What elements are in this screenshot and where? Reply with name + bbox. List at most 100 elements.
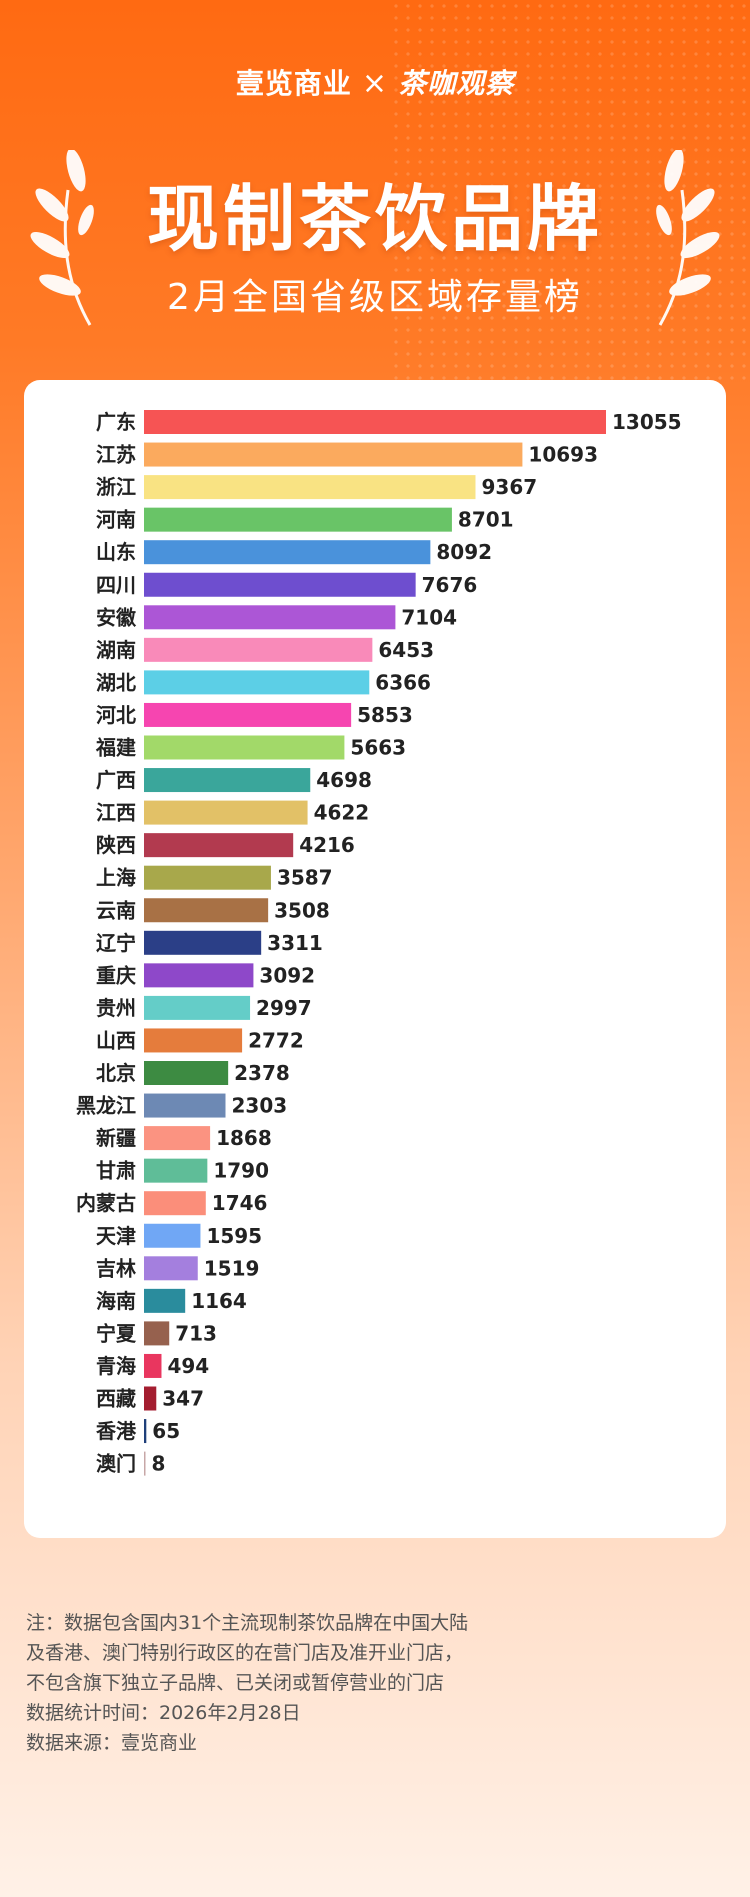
bar [144,475,476,500]
category-label: 河北 [96,703,136,727]
bar [144,1126,211,1151]
bar [144,833,294,858]
category-label: 重庆 [96,963,136,987]
bar [144,930,262,955]
brand-header: 壹览商业 × 茶咖观察 [0,62,750,102]
category-label: 陕西 [96,833,136,857]
note-date: 数据统计时间：2026年2月28日 [26,1702,301,1724]
category-label: 新疆 [96,1126,136,1150]
bar [144,605,396,630]
category-label: 广东 [96,410,136,434]
value-label: 1746 [212,1191,268,1215]
category-label: 山西 [96,1028,136,1052]
bar [144,1419,147,1444]
category-label: 天津 [96,1224,136,1248]
value-label: 7676 [422,573,478,597]
bar [144,1028,243,1053]
value-label: 5853 [357,703,413,727]
note-line: 不包含旗下独立子品牌、已关闭或暂停营业的门店 [26,1672,445,1694]
category-label: 四川 [96,573,136,597]
category-label: 吉林 [96,1256,136,1280]
value-label: 3311 [267,931,323,955]
category-label: 北京 [96,1061,136,1085]
category-label: 浙江 [96,475,136,499]
brand-right-logo: 茶咖观察 [398,67,515,100]
value-label: 1164 [191,1289,247,1313]
category-label: 江西 [96,801,136,825]
value-label: 1790 [213,1159,269,1183]
category-label: 甘肃 [96,1159,136,1183]
value-label: 8092 [436,540,492,564]
value-label: 7104 [401,605,457,629]
laurel-right-icon [656,150,720,326]
value-label: 13055 [612,410,682,434]
bar [144,800,308,825]
category-label: 广西 [96,768,136,792]
brand-separator: × [361,66,389,101]
category-label: 宁夏 [96,1321,137,1345]
bar [144,898,269,923]
value-label: 713 [175,1321,217,1345]
footnotes: 注：数据包含国内31个主流现制茶饮品牌在中国大陆 及香港、澳门特别行政区的在营门… [26,1608,706,1758]
category-label: 云南 [96,898,136,922]
category-label: 内蒙古 [76,1191,136,1215]
note-source: 数据来源：壹览商业 [26,1732,198,1754]
value-label: 2303 [232,1094,288,1118]
category-label: 湖南 [96,638,136,662]
bar [144,995,251,1020]
category-label: 上海 [96,866,136,890]
bar [144,572,416,597]
category-label: 香港 [96,1419,137,1443]
value-label: 5663 [350,736,406,760]
bar [144,1191,206,1216]
category-label: 安徽 [96,605,137,629]
bar [144,1386,157,1411]
value-label: 3508 [274,898,330,922]
value-label: 1519 [204,1256,260,1280]
bar [144,410,606,434]
value-label: 347 [162,1387,204,1411]
value-label: 3587 [277,866,333,890]
category-label: 湖北 [96,670,136,694]
bar [144,1158,208,1183]
value-label: 3092 [259,963,315,987]
value-label: 4216 [299,833,355,857]
bar [144,442,523,467]
bar [144,1288,186,1313]
bar [144,1321,170,1346]
note-line: 及香港、澳门特别行政区的在营门店及准开业门店， [26,1642,464,1664]
bar [144,963,254,988]
category-label: 海南 [96,1289,136,1313]
category-label: 西藏 [96,1387,136,1411]
bar [144,540,431,565]
category-label: 山东 [96,540,136,564]
bar [144,1223,201,1248]
bar [144,1451,146,1476]
bar [144,1093,226,1118]
value-label: 9367 [481,475,537,499]
value-label: 10693 [528,443,598,467]
brand-left-logo: 壹览商业 [235,67,352,100]
value-label: 494 [167,1354,209,1378]
category-label: 贵州 [96,996,136,1020]
value-label: 4698 [316,768,372,792]
page-title: 现制茶饮品牌 [146,177,603,261]
laurel-left-icon [30,150,94,326]
category-label: 辽宁 [96,931,136,955]
bar [144,702,352,727]
value-label: 2378 [234,1061,290,1085]
category-label: 黑龙江 [76,1094,136,1118]
chart-card: 广东 13055 江苏 10693 浙江 9367 河南 8701 山东 8092 四川 7676 安徽… [24,380,726,1538]
bar [144,768,311,793]
value-label: 1868 [216,1126,272,1150]
value-label: 8 [152,1452,166,1476]
note-line: 注：数据包含国内31个主流现制茶饮品牌在中国大陆 [26,1612,469,1634]
value-label: 4622 [314,801,370,825]
bar [144,637,373,662]
category-label: 澳门 [96,1452,136,1476]
bar [144,1061,229,1085]
decorative-dot-pattern [390,0,750,380]
bar [144,670,370,695]
bar [144,507,452,532]
value-label: 8701 [458,508,514,532]
